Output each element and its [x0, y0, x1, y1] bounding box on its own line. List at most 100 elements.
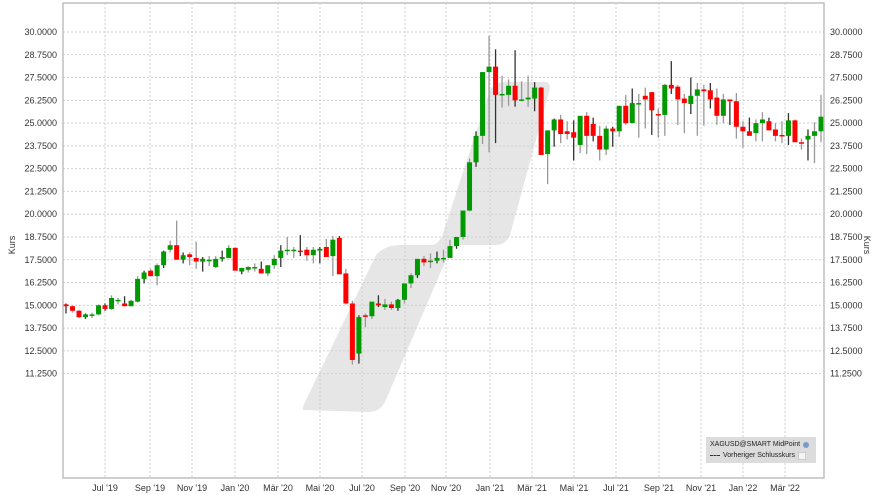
y-tick-label: 11.2500: [25, 369, 57, 379]
x-tick-label: Nov '21: [686, 483, 716, 493]
legend-item-previous-close: Vorheriger Schlusskurs: [710, 450, 812, 461]
candle: [206, 256, 212, 267]
candle: [642, 87, 648, 129]
candle: [310, 246, 316, 264]
y-tick-label: 20.0000: [24, 209, 57, 219]
candle: [662, 83, 668, 136]
candle: [720, 93, 726, 124]
y-tick-label: 13.7500: [830, 323, 863, 333]
candle: [213, 256, 219, 268]
y-tick-label: 22.5000: [830, 164, 863, 174]
candle: [616, 105, 622, 137]
candle: [753, 119, 759, 142]
candle: [89, 312, 95, 319]
candle: [193, 241, 199, 269]
candle: [551, 118, 557, 147]
y-tick-label: 18.7500: [830, 232, 863, 242]
y-axis-title-left: Kurs: [7, 235, 17, 254]
candle: [245, 266, 251, 273]
y-tick-label: 15.0000: [830, 300, 863, 310]
candle: [590, 117, 596, 142]
candle: [83, 313, 89, 319]
candle: [798, 138, 804, 150]
x-tick-label: Jan '22: [729, 483, 758, 493]
y-tick-label: 23.7500: [830, 141, 863, 151]
candle: [746, 117, 752, 136]
candle: [668, 61, 674, 94]
candle: [122, 296, 128, 307]
y-tick-label: 17.5000: [830, 255, 863, 265]
checkbox-icon[interactable]: [797, 451, 806, 460]
candle: [584, 112, 590, 155]
candle: [525, 75, 531, 107]
candle: [382, 298, 388, 310]
x-tick-label: Mär '21: [517, 483, 547, 493]
candle: [441, 249, 446, 263]
plot-frame: [62, 2, 825, 479]
candle: [141, 270, 147, 284]
x-tick-label: Sep '19: [135, 483, 165, 493]
candle: [180, 252, 186, 264]
y-tick-label: 26.2500: [830, 95, 863, 105]
candle: [63, 303, 69, 314]
candle: [597, 125, 603, 161]
x-axis: Jul '19 Sep '19 Nov '19 Jan '20 Mär '20 Mai '…: [92, 483, 800, 493]
y-axis-right: 30.0000 28.7500 27.5000 26.2500 25.0000 23.75…: [830, 27, 863, 379]
candle: [519, 81, 525, 102]
candle: [278, 245, 284, 268]
y-tick-label: 15.0000: [24, 300, 57, 310]
y-tick-label: 30.0000: [830, 27, 863, 37]
candle: [323, 238, 329, 258]
candle: [161, 250, 167, 268]
y-tick-label: 23.7500: [24, 141, 57, 151]
y-tick-label: 11.2500: [830, 369, 862, 379]
y-tick-label: 20.0000: [830, 209, 863, 219]
candle: [304, 246, 310, 261]
candle: [564, 121, 570, 140]
candle: [148, 268, 154, 277]
x-tick-label: Mär '20: [263, 483, 293, 493]
candle: [454, 236, 460, 249]
candle: [733, 93, 739, 139]
candle: [480, 72, 486, 145]
x-tick-label: Mai '21: [560, 483, 589, 493]
x-tick-label: Jan '20: [221, 483, 250, 493]
y-tick-label: 27.5000: [24, 73, 57, 83]
candle: [96, 304, 102, 316]
y-tick-label: 16.2500: [830, 278, 863, 288]
candle: [291, 246, 297, 258]
candle: [200, 257, 206, 272]
candle: [427, 253, 433, 268]
candle: [558, 114, 564, 144]
candle: [252, 263, 258, 272]
y-tick-label: 12.5000: [830, 346, 863, 356]
candle: [545, 130, 551, 185]
candle: [226, 245, 232, 258]
candle: [421, 256, 427, 267]
candle: [707, 83, 713, 109]
y-tick-label: 27.5000: [830, 73, 863, 83]
globe-icon[interactable]: [803, 441, 810, 448]
previous-close-band: [302, 82, 550, 412]
candle: [727, 99, 733, 125]
candle: [714, 88, 720, 125]
candle: [76, 309, 82, 319]
candle: [128, 299, 134, 307]
candle: [577, 115, 583, 154]
y-tick-label: 16.2500: [24, 278, 57, 288]
candle: [297, 235, 303, 257]
candle: [395, 298, 401, 311]
x-tick-label: Nov '19: [177, 483, 207, 493]
x-tick-label: Jul '20: [349, 483, 375, 493]
y-tick-label: 25.0000: [830, 118, 863, 128]
legend: XAGUSD@SMART MidPoint Vorheriger Schluss…: [706, 437, 816, 463]
x-tick-label: Sep '21: [644, 483, 674, 493]
candle: [154, 263, 160, 286]
candle: [623, 94, 629, 125]
candle: [603, 125, 609, 155]
y-tick-label: 18.7500: [24, 232, 57, 242]
candle: [317, 246, 323, 264]
candles: [63, 35, 824, 365]
y-tick-label: 28.7500: [24, 50, 57, 60]
